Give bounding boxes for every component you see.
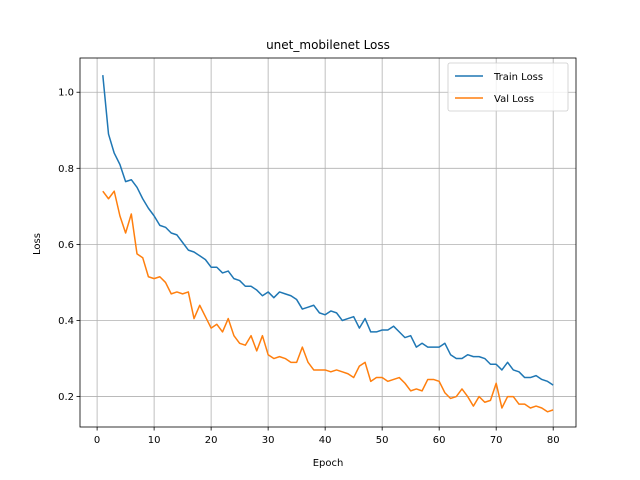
y-tick-label: 0.8 <box>58 164 74 175</box>
y-tick-label: 0.6 <box>58 240 74 251</box>
x-tick-label: 50 <box>376 435 389 446</box>
x-tick-label: 60 <box>433 435 446 446</box>
val-loss-line <box>102 190 554 413</box>
x-tick-label: 10 <box>148 435 161 446</box>
legend-label-val: Val Loss <box>494 94 534 105</box>
x-tick-label: 0 <box>94 435 100 446</box>
x-tick-label: 20 <box>205 435 218 446</box>
legend-label-train: Train Loss <box>493 72 543 83</box>
legend: Train Loss Val Loss <box>447 62 569 112</box>
x-tick-label: 30 <box>262 435 275 446</box>
axes-frame <box>79 57 577 428</box>
chart-title: unet_mobilenet Loss <box>266 38 390 52</box>
x-tick-label: 70 <box>490 435 503 446</box>
y-tick-label: 1.0 <box>58 88 74 99</box>
x-axis-ticks: 0 10 20 30 40 50 60 70 80 <box>94 427 560 446</box>
y-axis-label: Loss <box>32 233 43 255</box>
grid <box>80 58 576 427</box>
x-tick-label: 80 <box>547 435 560 446</box>
y-tick-label: 0.2 <box>58 392 74 403</box>
train-loss-line <box>102 75 554 386</box>
legend-box <box>447 62 569 112</box>
x-axis-label: Epoch <box>313 458 344 469</box>
y-tick-label: 0.4 <box>58 316 74 327</box>
y-axis-ticks: 0.2 0.4 0.6 0.8 1.0 <box>58 88 80 403</box>
x-tick-label: 40 <box>319 435 332 446</box>
series-lines <box>102 75 554 413</box>
